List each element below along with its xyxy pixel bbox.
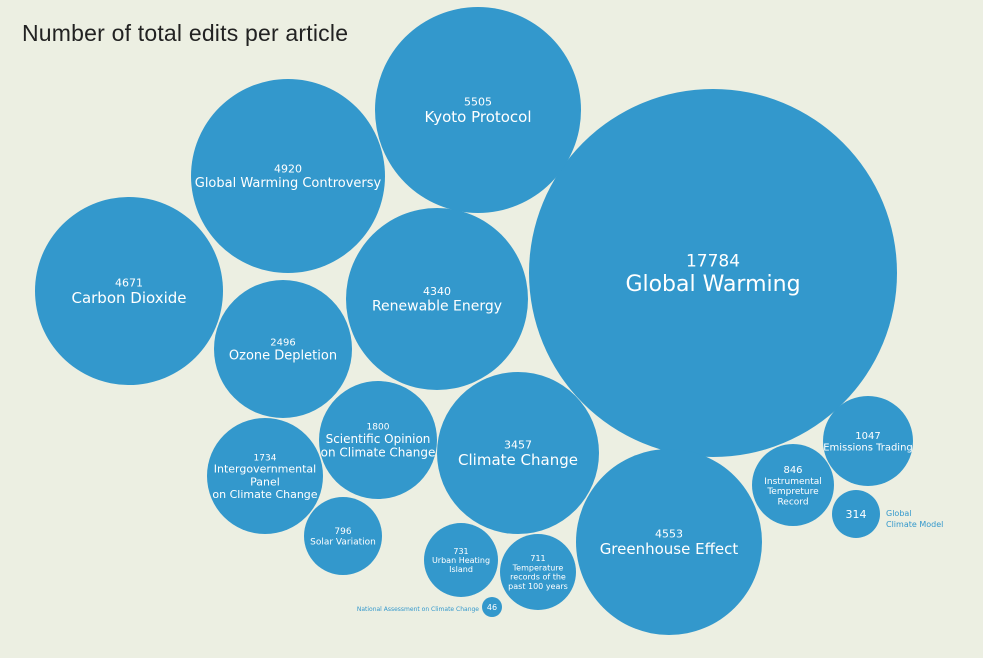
- bubble-circle: [752, 444, 834, 526]
- bubble-label: Carbon Dioxide: [71, 289, 186, 307]
- bubble-label: Renewable Energy: [372, 299, 502, 315]
- bubble-label: Island: [449, 565, 473, 574]
- bubble-label: Global Warming Controversy: [195, 176, 382, 191]
- bubble-circle: [319, 381, 437, 499]
- bubble-circle: [437, 372, 599, 534]
- bubble-value: 4671: [115, 277, 143, 290]
- bubble-label: Ozone Depletion: [229, 349, 337, 364]
- bubble-value: 1047: [855, 431, 880, 442]
- bubble-circle: [35, 197, 223, 385]
- bubble-value: 846: [783, 465, 802, 476]
- bubble-label: Climate Change: [458, 451, 578, 469]
- bubble-label: Tempreture: [766, 487, 819, 497]
- bubble-circle: [482, 597, 502, 617]
- bubble-label: past 100 years: [508, 582, 568, 591]
- bubble-value: 1800: [367, 423, 390, 433]
- bubble-label: Instrumental: [764, 477, 822, 487]
- bubble-label: Global Warming: [625, 272, 800, 297]
- bubble-circle: [207, 418, 323, 534]
- bubble-label: Panel: [250, 475, 280, 488]
- bubble-value: 2496: [270, 337, 295, 348]
- bubble-external-label: National Assessment on Climate Change: [357, 606, 479, 613]
- bubble-value: 17784: [686, 252, 740, 272]
- bubble-value: 5505: [464, 96, 492, 109]
- bubble-national-assessment-on-climate-change: 46 National Assessment on Climate Change: [357, 597, 502, 617]
- bubble-value: 46: [487, 603, 497, 612]
- bubble-circle: [832, 490, 880, 538]
- bubble-external-label: Global: [886, 509, 912, 518]
- bubble-circle: [191, 79, 385, 273]
- bubble-label: Emissions Trading: [823, 443, 913, 454]
- bubble-value: 3457: [504, 439, 532, 452]
- bubble-label: Solar Variation: [310, 538, 376, 548]
- bubble-global-climate-model: 314 Global Climate Model: [832, 490, 943, 538]
- bubble-circle: [823, 396, 913, 486]
- chart-title: Number of total edits per article: [22, 20, 349, 46]
- bubble-circle: [304, 497, 382, 575]
- bubble-value: 4340: [423, 285, 451, 298]
- bubble-circle: [424, 523, 498, 597]
- bubble-circle: [375, 7, 581, 213]
- bubble-label: Scientific Opinion: [326, 432, 431, 446]
- bubble-label: Urban Heating: [432, 556, 490, 565]
- bubble-value: 4920: [274, 163, 302, 176]
- bubble-label: on Climate Change: [321, 446, 436, 460]
- bubble-label: Kyoto Protocol: [424, 108, 531, 126]
- bubble-value: 4553: [655, 528, 683, 541]
- bubble-label: Greenhouse Effect: [600, 540, 739, 558]
- bubble-value: 711: [530, 554, 545, 563]
- bubble-value: 1734: [254, 453, 277, 463]
- bubble-external-label: Climate Model: [886, 520, 943, 529]
- bubble-circle: [576, 449, 762, 635]
- bubble-circle: [500, 534, 576, 610]
- bubble-label: on Climate Change: [212, 488, 317, 501]
- bubble-circle: [529, 89, 897, 457]
- bubble-value: 796: [334, 527, 351, 537]
- bubble-label: Intergovernmental: [214, 463, 316, 476]
- bubble-label: Record: [777, 497, 808, 507]
- bubble-value: 314: [846, 508, 867, 521]
- bubble-label: Temperature: [512, 563, 564, 572]
- bubble-label: records of the: [510, 573, 566, 582]
- bubble-value: 731: [453, 547, 468, 556]
- bubble-circle: [214, 280, 352, 418]
- bubble-circle: [346, 208, 528, 390]
